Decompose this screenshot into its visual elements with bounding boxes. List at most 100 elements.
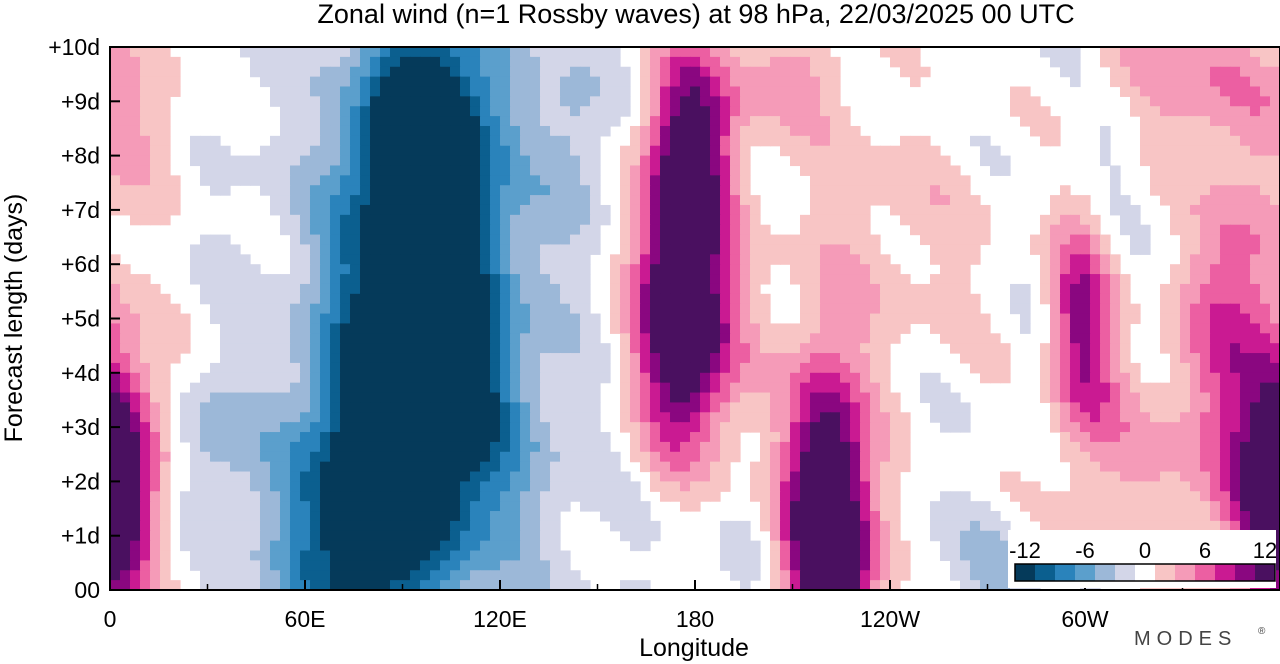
heatmap-cell bbox=[1120, 402, 1131, 413]
heatmap-cell bbox=[410, 382, 421, 394]
heatmap-cell bbox=[1190, 145, 1201, 157]
heatmap-cell bbox=[750, 481, 761, 492]
heatmap-cell bbox=[940, 165, 951, 176]
heatmap-cell bbox=[1130, 461, 1141, 473]
heatmap-cell bbox=[630, 145, 641, 157]
heatmap-cell bbox=[290, 264, 301, 275]
heatmap-cell bbox=[590, 214, 601, 226]
heatmap-cell bbox=[300, 540, 311, 552]
heatmap-cell bbox=[220, 560, 231, 571]
heatmap-cell bbox=[800, 461, 811, 473]
heatmap-cell bbox=[130, 283, 141, 295]
heatmap-cell bbox=[250, 165, 261, 176]
heatmap-cell bbox=[840, 501, 851, 512]
heatmap-cell bbox=[600, 47, 611, 58]
heatmap-cell bbox=[350, 343, 361, 354]
heatmap-cell bbox=[960, 402, 971, 413]
heatmap-cell bbox=[710, 451, 721, 463]
heatmap-cell bbox=[1260, 323, 1271, 334]
heatmap-cell bbox=[810, 195, 821, 206]
heatmap-cell bbox=[580, 66, 591, 78]
heatmap-cell bbox=[950, 214, 961, 226]
heatmap-cell bbox=[980, 550, 991, 561]
heatmap-cell bbox=[1260, 125, 1271, 137]
heatmap-cell bbox=[1260, 412, 1271, 423]
heatmap-cell bbox=[1270, 264, 1280, 275]
heatmap-cell bbox=[680, 214, 691, 226]
heatmap-cell bbox=[840, 491, 851, 502]
heatmap-cell bbox=[860, 343, 871, 354]
heatmap-cell bbox=[160, 461, 171, 473]
heatmap-cell bbox=[1170, 145, 1181, 157]
heatmap-cell bbox=[360, 422, 371, 433]
heatmap-cell bbox=[690, 224, 701, 236]
heatmap-cell bbox=[550, 550, 561, 561]
heatmap-cell bbox=[450, 353, 461, 364]
heatmap-cell bbox=[670, 323, 681, 334]
heatmap-cell bbox=[270, 96, 281, 107]
heatmap-cell bbox=[610, 520, 621, 532]
heatmap-cell bbox=[520, 106, 531, 117]
heatmap-cell bbox=[380, 372, 391, 384]
heatmap-cell bbox=[280, 323, 291, 334]
heatmap-cell bbox=[870, 491, 881, 502]
heatmap-cell bbox=[860, 204, 871, 216]
heatmap-cell bbox=[1190, 313, 1201, 325]
heatmap-cell bbox=[910, 56, 921, 68]
heatmap-cell bbox=[1120, 76, 1131, 88]
heatmap-cell bbox=[660, 135, 671, 147]
heatmap-cell bbox=[860, 451, 871, 463]
heatmap-cell bbox=[690, 372, 701, 384]
heatmap-cell bbox=[570, 402, 581, 413]
heatmap-cell bbox=[500, 56, 511, 68]
heatmap-cell bbox=[710, 491, 721, 502]
heatmap-cell bbox=[290, 155, 301, 167]
heatmap-cell bbox=[490, 116, 501, 127]
heatmap-cell bbox=[690, 116, 701, 127]
heatmap-cell bbox=[600, 96, 611, 107]
heatmap-cell bbox=[460, 451, 471, 463]
heatmap-cell bbox=[260, 283, 271, 295]
heatmap-cell bbox=[320, 550, 331, 561]
heatmap-cell bbox=[290, 283, 301, 295]
heatmap-cell bbox=[420, 540, 431, 552]
heatmap-cell bbox=[490, 343, 501, 354]
heatmap-cell bbox=[250, 323, 261, 334]
heatmap-cell bbox=[1250, 293, 1261, 305]
heatmap-cell bbox=[700, 353, 711, 364]
heatmap-cell bbox=[510, 195, 521, 206]
heatmap-cell bbox=[1090, 432, 1101, 443]
heatmap-cell bbox=[430, 372, 441, 384]
heatmap-cell bbox=[220, 441, 231, 453]
heatmap-cell bbox=[1250, 47, 1261, 58]
heatmap-cell bbox=[690, 56, 701, 68]
heatmap-cell bbox=[620, 471, 631, 482]
heatmap-cell bbox=[430, 264, 441, 275]
heatmap-cell bbox=[770, 471, 781, 482]
heatmap-cell bbox=[630, 234, 641, 246]
heatmap-cell bbox=[1050, 254, 1061, 265]
heatmap-cell bbox=[230, 451, 241, 463]
heatmap-cell bbox=[900, 461, 911, 473]
heatmap-cell bbox=[380, 274, 391, 285]
heatmap-cell bbox=[450, 511, 461, 522]
heatmap-cell bbox=[540, 224, 551, 236]
heatmap-cell bbox=[1000, 520, 1011, 532]
heatmap-cell bbox=[970, 293, 981, 305]
heatmap-cell bbox=[120, 471, 131, 482]
heatmap-cell bbox=[140, 204, 151, 216]
heatmap-cell bbox=[1230, 96, 1241, 107]
heatmap-cell bbox=[780, 234, 791, 246]
heatmap-cell bbox=[950, 283, 961, 295]
heatmap-cell bbox=[210, 530, 221, 542]
heatmap-cell bbox=[810, 382, 821, 394]
heatmap-cell bbox=[1110, 313, 1121, 325]
heatmap-cell bbox=[530, 264, 541, 275]
heatmap-cell bbox=[1190, 106, 1201, 117]
heatmap-cell bbox=[820, 382, 831, 394]
heatmap-cell bbox=[830, 441, 841, 453]
heatmap-cell bbox=[380, 135, 391, 147]
heatmap-cell bbox=[760, 313, 771, 325]
heatmap-cell bbox=[330, 323, 341, 334]
heatmap-cell bbox=[1230, 283, 1241, 295]
